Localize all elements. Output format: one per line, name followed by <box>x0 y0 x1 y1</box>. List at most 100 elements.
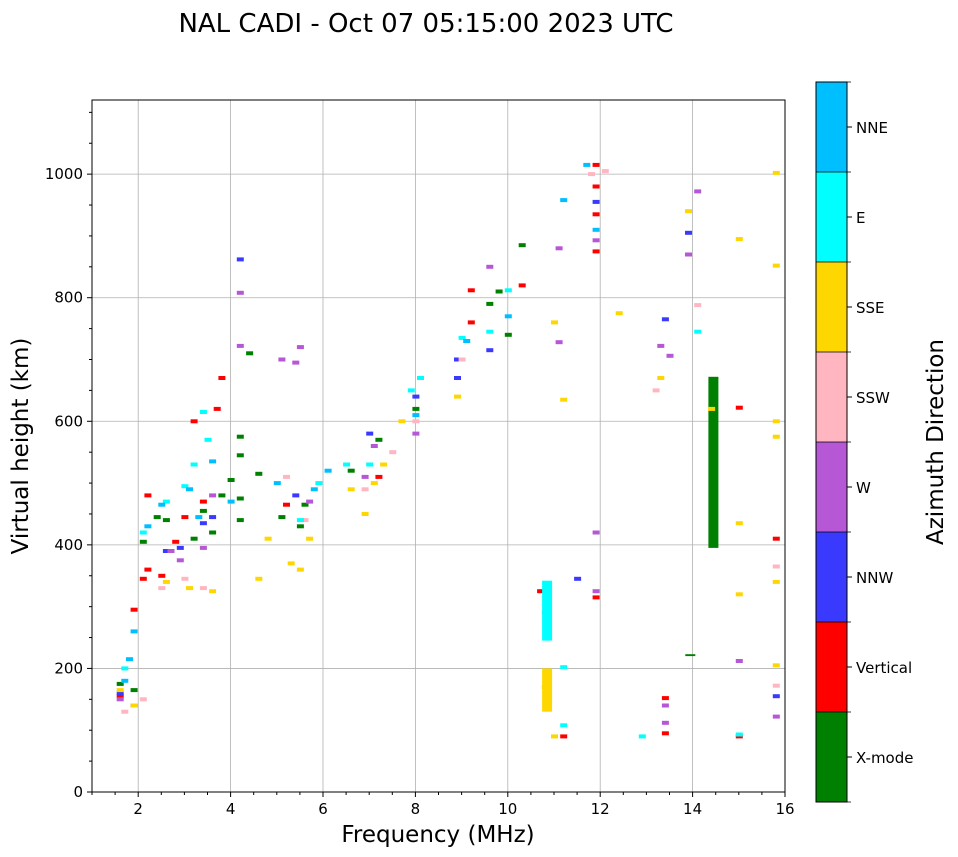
echo-point <box>551 320 558 325</box>
echo-point <box>255 471 263 476</box>
echo-point <box>116 697 124 702</box>
colorbar-swatch <box>816 262 847 352</box>
echo-point <box>172 539 180 544</box>
echo-point <box>121 666 129 671</box>
echo-point <box>176 545 184 550</box>
echo-point <box>121 678 129 683</box>
echo-point <box>555 246 563 251</box>
echo-point <box>153 515 161 520</box>
echo-point <box>592 530 600 535</box>
colorbar-tick-label: NNE <box>856 119 888 137</box>
echo-point <box>694 303 702 308</box>
echo-point <box>190 419 198 424</box>
echo-point <box>380 462 388 467</box>
echo-point <box>772 419 780 424</box>
echo-point <box>310 487 318 492</box>
echo-point <box>592 199 600 204</box>
echo-point <box>583 162 591 167</box>
echo-point <box>551 734 558 739</box>
echo-point <box>398 419 406 424</box>
y-tick-label: 1000 <box>45 165 83 183</box>
echo-point <box>158 573 166 578</box>
echo-point <box>236 518 244 523</box>
echo-point <box>592 227 600 232</box>
echo-point <box>412 394 420 399</box>
echo-point <box>287 561 295 566</box>
colorbar-label: Azimuth Direction <box>923 339 949 545</box>
echo-point <box>486 301 494 306</box>
colorbar-tick-label: W <box>856 479 871 497</box>
echo-point <box>454 394 461 399</box>
colorbar-tick-label: Vertical <box>856 659 912 677</box>
echo-point <box>504 332 512 337</box>
echo-point <box>162 518 170 523</box>
echo-point <box>199 521 207 526</box>
echo-point <box>592 212 600 217</box>
echo-point <box>592 595 600 600</box>
data-series <box>116 162 780 739</box>
echo-point <box>167 549 175 553</box>
x-tick-label: 12 <box>591 800 610 818</box>
echo-point <box>283 502 290 507</box>
echo-point <box>772 663 780 668</box>
echo-point <box>181 515 189 520</box>
echo-point <box>370 444 378 448</box>
echo-point <box>162 549 170 553</box>
echo-point <box>264 536 272 541</box>
y-tick-label: 600 <box>54 412 83 430</box>
colorbar-swatch <box>816 622 847 712</box>
echo-point <box>130 607 138 612</box>
echo-point <box>661 720 669 725</box>
echo-point <box>504 288 512 293</box>
echo-point <box>343 462 351 467</box>
echo-point <box>458 357 466 362</box>
echo-point <box>772 683 780 688</box>
echo-point <box>361 474 369 479</box>
echo-point <box>412 413 420 418</box>
echo-point <box>209 459 217 464</box>
echo-point <box>366 431 374 436</box>
echo-point <box>417 376 424 380</box>
echo-point <box>772 714 780 719</box>
echo-point <box>195 515 203 520</box>
colorbar-tick-label: SSW <box>856 389 890 407</box>
echo-point <box>130 629 138 634</box>
echo-point <box>454 376 461 380</box>
series-sse <box>116 170 780 739</box>
echo-point <box>486 264 494 269</box>
series-e <box>121 288 743 739</box>
echo-point <box>199 410 207 414</box>
x-tick-label: 16 <box>775 800 794 818</box>
echo-point <box>592 589 600 594</box>
echo-point <box>186 586 193 591</box>
echo-point <box>574 576 582 581</box>
colorbar-swatch <box>816 532 847 622</box>
echo-point <box>495 289 503 294</box>
echo-point <box>144 524 152 529</box>
echo-point <box>375 474 383 479</box>
echo-point <box>236 290 244 295</box>
echo-point <box>130 688 138 693</box>
colorbar-swatch <box>816 172 847 262</box>
echo-point <box>209 530 217 535</box>
echo-point <box>518 283 526 288</box>
echo-point <box>162 579 170 584</box>
echo-point <box>199 586 207 591</box>
echo-point <box>735 521 743 526</box>
x-tick-label: 2 <box>133 800 143 818</box>
colorbar-swatch <box>816 442 847 532</box>
echo-point <box>588 172 595 177</box>
echo-point <box>236 257 244 262</box>
series-ssw <box>121 169 780 714</box>
echo-point <box>560 397 568 402</box>
echo-point <box>412 431 420 436</box>
colorbar-swatch <box>816 82 847 172</box>
echo-point <box>116 681 124 686</box>
y-axis-ticks: 0 200 400 600 800 1000 <box>45 111 92 801</box>
echo-point <box>292 360 300 365</box>
echo-point <box>116 694 124 699</box>
echo-point <box>306 499 314 504</box>
echo-point <box>306 536 314 541</box>
echo-point <box>278 515 286 520</box>
echo-point <box>407 388 415 393</box>
